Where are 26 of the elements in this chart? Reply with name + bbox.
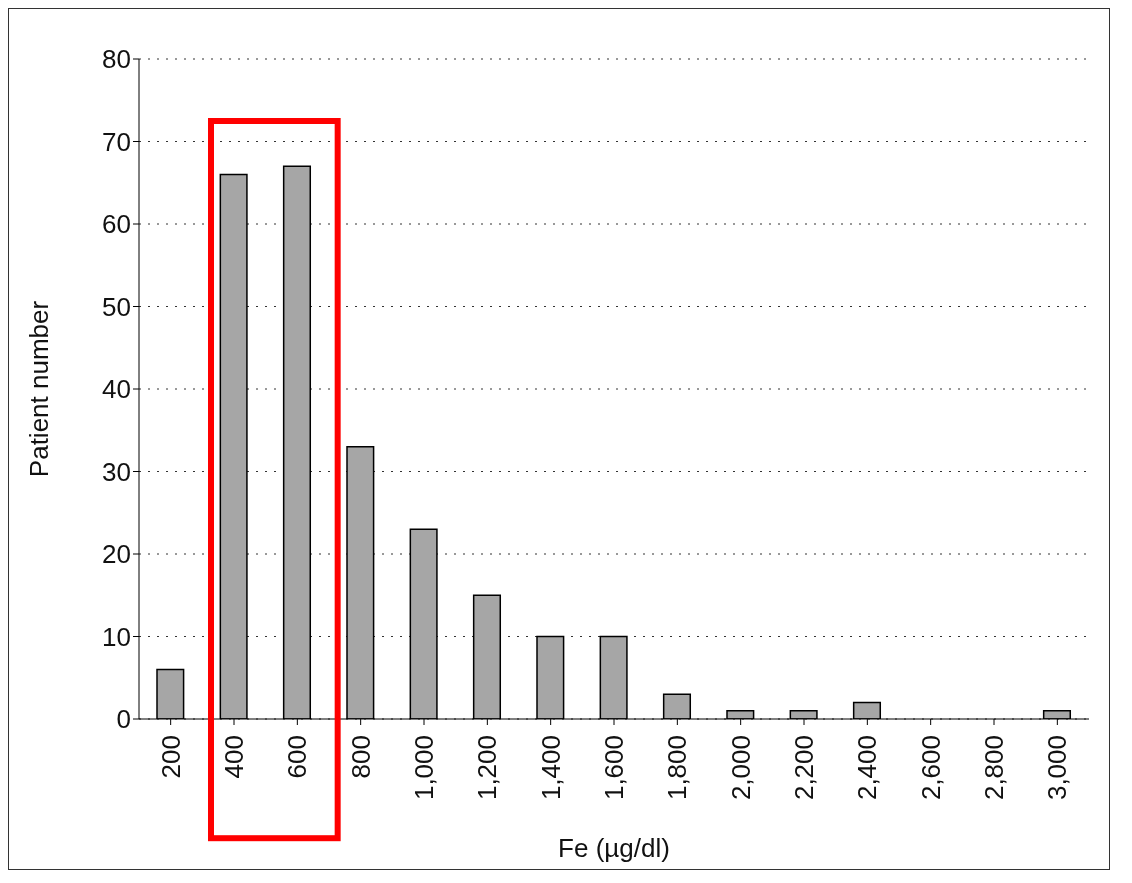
y-tick-label: 60 xyxy=(102,209,131,240)
x-tick-label: 1,800 xyxy=(662,735,693,801)
x-tick-label: 3,000 xyxy=(1042,735,1073,801)
x-tick-label: 1,600 xyxy=(599,735,629,801)
x-tick-label: 400 xyxy=(219,735,249,779)
y-tick-label: 80 xyxy=(102,44,131,75)
x-axis-title: Fe (µg/dl) xyxy=(558,833,670,863)
y-tick-label: 30 xyxy=(102,456,131,487)
y-tick-label: 10 xyxy=(102,621,131,652)
x-tick-label: 1,400 xyxy=(535,735,566,801)
x-tick-label: 800 xyxy=(345,735,376,779)
y-tick-label: 70 xyxy=(102,126,131,157)
x-tick-label: 2,200 xyxy=(789,735,819,801)
x-tick-label: 2,400 xyxy=(852,735,883,801)
x-tick-label: 1,000 xyxy=(409,735,439,801)
y-tick-label: 20 xyxy=(102,539,131,570)
x-tick-label: 2,000 xyxy=(725,735,756,801)
x-tick-label: 2,800 xyxy=(979,735,1009,801)
y-tick-label: 0 xyxy=(116,704,131,735)
y-tick-label: 40 xyxy=(102,374,131,405)
x-tick-label: 2,600 xyxy=(915,735,946,801)
x-tick-label: 200 xyxy=(155,735,186,779)
y-tick-label: 50 xyxy=(102,291,131,322)
y-axis-title: Patient number xyxy=(24,300,55,478)
x-tick-label: 600 xyxy=(282,735,313,779)
x-tick-label: 1,200 xyxy=(472,735,503,801)
